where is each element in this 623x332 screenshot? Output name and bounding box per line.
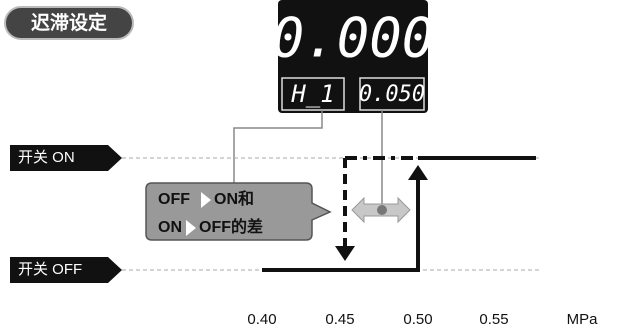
- leader-line: [233, 110, 323, 186]
- callout-text: ON和: [214, 189, 254, 208]
- on-label-bg: [10, 145, 122, 171]
- title: 迟滞设定: [31, 11, 107, 34]
- display-right-box: [359, 77, 425, 111]
- axis-tick-label: 0.55: [479, 311, 508, 328]
- display-left: H_1: [290, 80, 334, 108]
- axis-unit: MPa: [567, 311, 599, 328]
- display-left-box: [281, 77, 345, 111]
- switch-off: 开关 OFF: [18, 261, 82, 278]
- display-main: 0.000: [272, 7, 435, 70]
- callout-text: OFF: [158, 191, 190, 208]
- callout-text: ON: [158, 219, 182, 236]
- dot: [377, 205, 387, 215]
- callout-arrow: [186, 220, 196, 236]
- callout-text: OFF的差: [199, 217, 263, 236]
- display-right: 0.050: [359, 82, 425, 107]
- title-badge: [4, 6, 134, 40]
- off-label-bg: [10, 257, 122, 283]
- display-panel: [278, 0, 428, 113]
- rising-path: [262, 178, 420, 272]
- axis-tick-label: 0.40: [247, 311, 276, 328]
- arrow-down: [335, 246, 355, 261]
- callout-arrow: [201, 192, 211, 208]
- axis-tick-label: 0.50: [403, 311, 432, 328]
- switch-on: 开关 ON: [18, 149, 75, 166]
- arrow-up: [408, 165, 428, 180]
- axis-tick-label: 0.45: [325, 311, 354, 328]
